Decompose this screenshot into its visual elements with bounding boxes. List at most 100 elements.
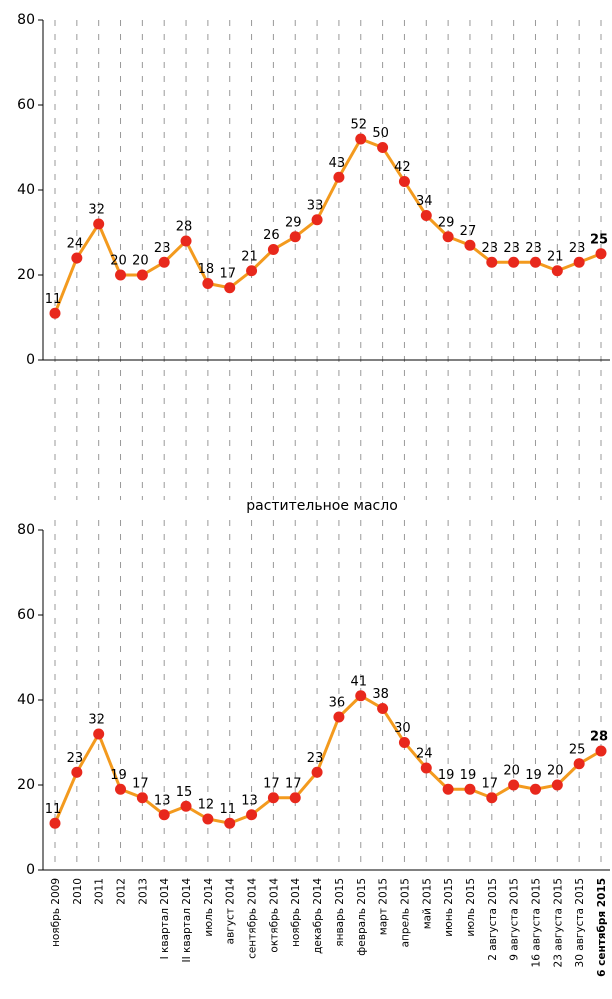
y-tick-label: 20: [17, 777, 35, 793]
marker: [202, 813, 214, 825]
value-label: 19: [110, 768, 127, 783]
value-label: 17: [219, 266, 236, 281]
value-label: 27: [460, 224, 477, 239]
x-tick-label: 2010: [72, 878, 84, 905]
value-label: 21: [241, 249, 258, 264]
y-tick-label: 40: [17, 182, 35, 198]
x-tick-label: сентябрь 2014: [247, 878, 259, 959]
value-label: 25: [569, 742, 586, 757]
x-tick-label: 30 августа 2015: [574, 878, 586, 967]
x-tick-label: 2011: [94, 878, 106, 905]
marker: [551, 265, 563, 277]
value-label: 28: [590, 730, 608, 745]
value-label: 13: [154, 793, 171, 808]
x-tick-label: II квартал 2014: [181, 878, 193, 963]
marker: [115, 783, 127, 795]
value-label: 25: [590, 232, 608, 247]
value-label: 24: [67, 237, 84, 252]
x-tick-label: 16 августа 2015: [530, 878, 542, 967]
value-label: 50: [372, 126, 389, 141]
value-label: 15: [176, 785, 193, 800]
x-tick-label: февраль 2015: [356, 878, 368, 956]
marker: [289, 792, 301, 804]
x-tick-label: 2 августа 2015: [487, 878, 499, 961]
marker: [71, 252, 83, 264]
marker: [267, 244, 279, 255]
value-label: 20: [132, 254, 149, 269]
marker: [595, 248, 607, 260]
marker: [355, 690, 367, 702]
x-tick-label: 6 сентября 2015: [596, 878, 608, 977]
y-tick-label: 0: [26, 352, 35, 368]
value-label: 38: [372, 687, 389, 702]
marker: [573, 758, 585, 770]
value-label: 30: [394, 721, 411, 736]
marker: [377, 142, 389, 153]
marker: [136, 269, 148, 281]
x-tick-label: март 2015: [378, 878, 390, 935]
marker: [93, 218, 105, 230]
marker: [289, 231, 301, 243]
marker: [180, 235, 192, 247]
marker: [333, 171, 345, 183]
value-label: 17: [482, 776, 499, 791]
value-label: 23: [482, 241, 499, 256]
x-tick-label: июль 2014: [203, 878, 215, 937]
value-label: 28: [176, 220, 193, 235]
y-tick-label: 80: [17, 12, 35, 28]
value-label: 23: [525, 241, 542, 256]
x-tick-label: 2012: [116, 878, 128, 905]
marker: [442, 231, 454, 243]
value-label: 21: [547, 249, 564, 264]
marker: [115, 269, 127, 281]
x-tick-label: июль 2015: [465, 878, 477, 937]
y-tick-label: 60: [17, 607, 35, 623]
y-tick-label: 40: [17, 692, 35, 708]
value-label: 23: [503, 241, 520, 256]
value-label: 11: [45, 802, 62, 817]
x-tick-label: ноябрь 2009: [50, 878, 62, 947]
marker: [136, 792, 148, 804]
marker: [246, 809, 258, 821]
value-label: 23: [67, 751, 84, 766]
value-label: 20: [110, 254, 127, 269]
marker: [486, 792, 498, 804]
x-tick-label: декабрь 2014: [312, 878, 324, 954]
value-label: 43: [329, 156, 346, 171]
marker: [573, 256, 585, 268]
value-label: 20: [547, 764, 564, 779]
value-label: 17: [285, 776, 302, 791]
value-label: 17: [263, 776, 280, 791]
marker: [464, 783, 476, 795]
marker: [246, 265, 258, 277]
x-tick-label: май 2015: [421, 878, 433, 929]
value-label: 12: [198, 798, 215, 813]
value-label: 11: [219, 802, 236, 817]
y-tick-label: 60: [17, 97, 35, 113]
line: [53, 693, 602, 825]
marker: [398, 737, 410, 748]
x-tick-label: ноябрь 2014: [290, 878, 302, 947]
y-tick-label: 0: [26, 862, 35, 878]
value-label: 19: [438, 768, 455, 783]
x-tick-label: октябрь 2014: [268, 878, 280, 953]
value-label: 11: [45, 292, 62, 307]
x-tick-label: январь 2015: [334, 878, 346, 947]
value-label: 23: [569, 241, 586, 256]
marker: [442, 783, 454, 795]
marker: [486, 256, 498, 268]
value-label: 19: [525, 768, 542, 783]
value-label: 23: [307, 751, 324, 766]
marker: [93, 728, 105, 740]
x-tick-label: апрель 2015: [399, 878, 411, 947]
value-label: 18: [198, 262, 215, 277]
value-label: 29: [438, 215, 455, 230]
marker: [267, 792, 279, 804]
marker: [202, 278, 214, 289]
y-tick-label: 20: [17, 267, 35, 283]
marker: [377, 703, 389, 714]
x-tick-label: 9 августа 2015: [509, 878, 521, 961]
value-label: 42: [394, 160, 411, 175]
x-tick-label: июнь 2015: [443, 878, 455, 937]
